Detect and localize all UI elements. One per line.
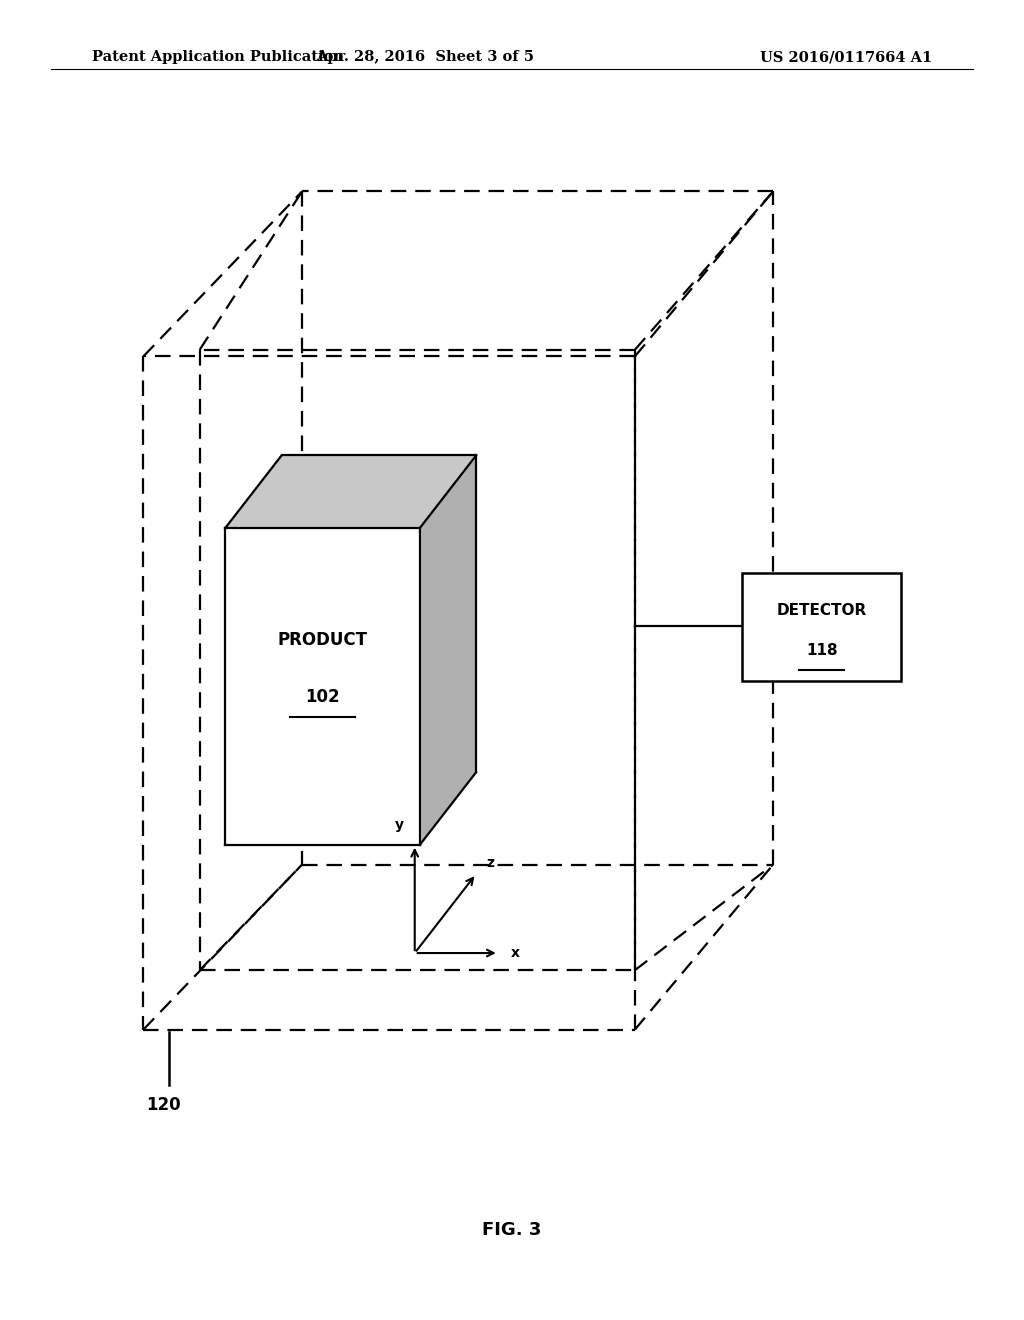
- Bar: [742, 573, 901, 681]
- Text: y: y: [395, 817, 403, 832]
- Text: PRODUCT: PRODUCT: [278, 631, 368, 649]
- Text: Patent Application Publication: Patent Application Publication: [92, 50, 344, 65]
- Polygon shape: [225, 528, 420, 845]
- Text: x: x: [511, 946, 520, 960]
- Polygon shape: [420, 455, 476, 845]
- Polygon shape: [225, 455, 476, 528]
- Text: FIG. 3: FIG. 3: [482, 1221, 542, 1239]
- Text: 120: 120: [146, 1096, 181, 1114]
- Text: 102: 102: [305, 688, 340, 706]
- Text: US 2016/0117664 A1: US 2016/0117664 A1: [760, 50, 932, 65]
- Text: z: z: [486, 857, 495, 870]
- Text: 118: 118: [806, 643, 838, 659]
- Text: Apr. 28, 2016  Sheet 3 of 5: Apr. 28, 2016 Sheet 3 of 5: [316, 50, 534, 65]
- Text: DETECTOR: DETECTOR: [776, 603, 867, 618]
